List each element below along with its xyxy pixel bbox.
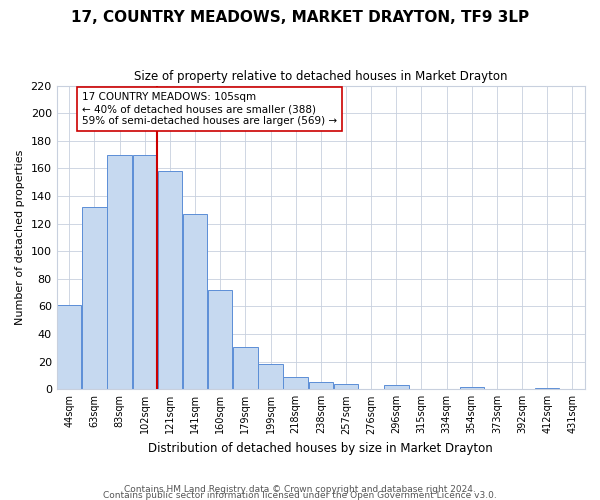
Text: Contains public sector information licensed under the Open Government Licence v3: Contains public sector information licen… [103, 490, 497, 500]
Bar [208, 290, 232, 390]
Bar [133, 154, 157, 390]
Y-axis label: Number of detached properties: Number of detached properties [15, 150, 25, 325]
Bar [82, 207, 107, 390]
X-axis label: Distribution of detached houses by size in Market Drayton: Distribution of detached houses by size … [148, 442, 493, 455]
Bar [334, 384, 358, 390]
Text: 17, COUNTRY MEADOWS, MARKET DRAYTON, TF9 3LP: 17, COUNTRY MEADOWS, MARKET DRAYTON, TF9… [71, 10, 529, 25]
Title: Size of property relative to detached houses in Market Drayton: Size of property relative to detached ho… [134, 70, 508, 83]
Text: 17 COUNTRY MEADOWS: 105sqm
← 40% of detached houses are smaller (388)
59% of sem: 17 COUNTRY MEADOWS: 105sqm ← 40% of deta… [82, 92, 337, 126]
Text: Contains HM Land Registry data © Crown copyright and database right 2024.: Contains HM Land Registry data © Crown c… [124, 484, 476, 494]
Bar [384, 385, 409, 390]
Bar [183, 214, 207, 390]
Bar [107, 154, 132, 390]
Bar [283, 377, 308, 390]
Bar [308, 382, 333, 390]
Bar [259, 364, 283, 390]
Bar [158, 171, 182, 390]
Bar [233, 346, 257, 390]
Bar [460, 386, 484, 390]
Bar [57, 305, 82, 390]
Bar [535, 388, 559, 390]
